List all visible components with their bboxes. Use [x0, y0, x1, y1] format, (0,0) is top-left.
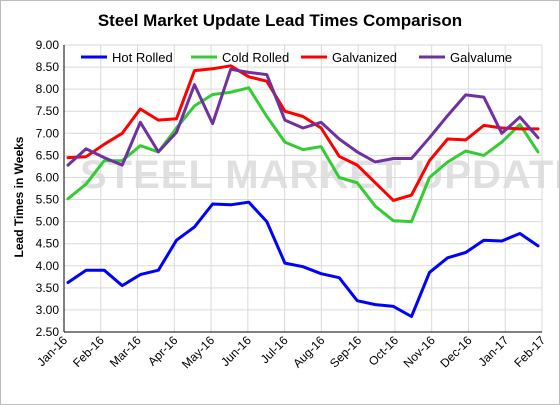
legend: Hot Rolled Cold Rolled Galvanized Galvalume	[81, 50, 512, 65]
y-tick-label: 2.50	[36, 325, 60, 339]
x-tick-label: Sep-16	[327, 333, 364, 370]
axes: 2.50 3.00 3.50 4.00 4.50 5.00 5.50 6.00 6.50 7.00…	[34, 38, 548, 371]
x-tick-label: Oct-16	[366, 333, 402, 369]
y-tick-label: 3.00	[36, 303, 60, 317]
series-line-cold-rolled	[66, 86, 540, 224]
y-tick-label: 7.50	[36, 104, 60, 118]
chart-title: Steel Market Update Lead Times Compariso…	[98, 11, 462, 30]
y-tick-label: 3.50	[36, 281, 60, 295]
y-axis-label: Lead Times in Weeks	[12, 136, 26, 257]
y-tick-label: 8.00	[36, 82, 60, 96]
x-tick-label: Feb-17	[511, 333, 548, 370]
legend-label-galvalume: Galvalume	[450, 50, 512, 65]
y-tick-label: 6.50	[36, 148, 60, 162]
y-tick-label: 8.50	[36, 60, 60, 74]
y-tick-label: 9.00	[36, 38, 60, 52]
x-tick-label: Feb-16	[70, 333, 107, 370]
y-tick-label: 5.00	[36, 215, 60, 229]
series-line-hot-rolled	[66, 200, 540, 318]
series-group	[66, 64, 540, 318]
x-tick-label: Aug-16	[290, 333, 327, 370]
y-tick-label: 6.00	[36, 170, 60, 184]
x-tick-label: Nov-16	[401, 333, 438, 370]
watermark: STEEL MARKET UPDATE	[80, 153, 559, 197]
y-tick-label: 7.00	[36, 126, 60, 140]
legend-label-galvanized: Galvanized	[332, 50, 397, 65]
legend-label-hot-rolled: Hot Rolled	[112, 50, 173, 65]
y-tick-label: 4.00	[36, 259, 60, 273]
x-tick-label: Jun-16	[218, 333, 254, 369]
x-tick-label: Jul-16	[258, 333, 291, 366]
x-tick-label: Mar-16	[107, 333, 144, 370]
legend-label-cold-rolled: Cold Rolled	[222, 50, 289, 65]
x-tick-label: May-16	[179, 333, 217, 371]
series-line-galvanized	[66, 64, 540, 202]
series-line-galvalume	[66, 67, 540, 167]
x-tick-label: Apr-16	[145, 333, 181, 369]
y-tick-label: 5.50	[36, 193, 60, 207]
x-tick-label: Jan-17	[475, 333, 511, 369]
y-tick-label: 4.50	[36, 237, 60, 251]
x-tick-label: Dec-16	[437, 333, 474, 370]
